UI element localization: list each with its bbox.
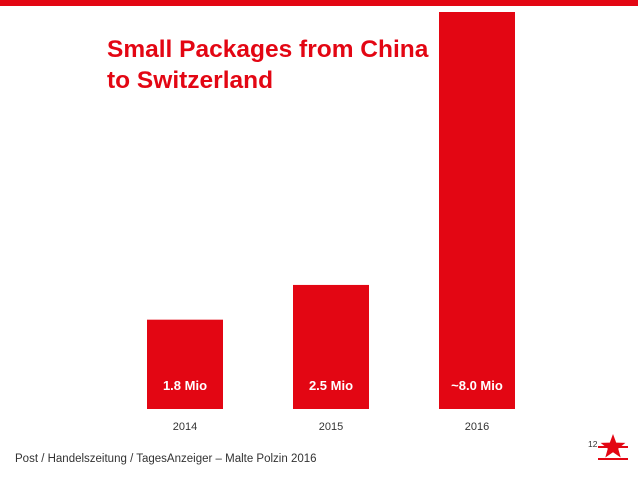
bar-2016	[439, 12, 515, 409]
data-label-2014: 1.8 Mio	[163, 378, 207, 393]
x-tick-2014: 2014	[173, 421, 197, 433]
data-label-2016: ~8.0 Mio	[451, 378, 503, 393]
source-caption: Post / Handelszeitung / TagesAnzeiger – …	[15, 453, 317, 465]
star-icon	[600, 434, 626, 458]
logo-rule-bottom	[598, 458, 628, 460]
slide-title: Small Packages from China to Switzerland	[107, 34, 527, 96]
x-tick-2016: 2016	[465, 421, 489, 433]
bar-2015	[293, 284, 369, 409]
top-accent-bar	[0, 0, 638, 6]
data-label-2015: 2.5 Mio	[309, 378, 353, 393]
page-number: 12	[588, 439, 598, 449]
bar-2014	[147, 319, 223, 409]
x-tick-2015: 2015	[319, 421, 343, 433]
